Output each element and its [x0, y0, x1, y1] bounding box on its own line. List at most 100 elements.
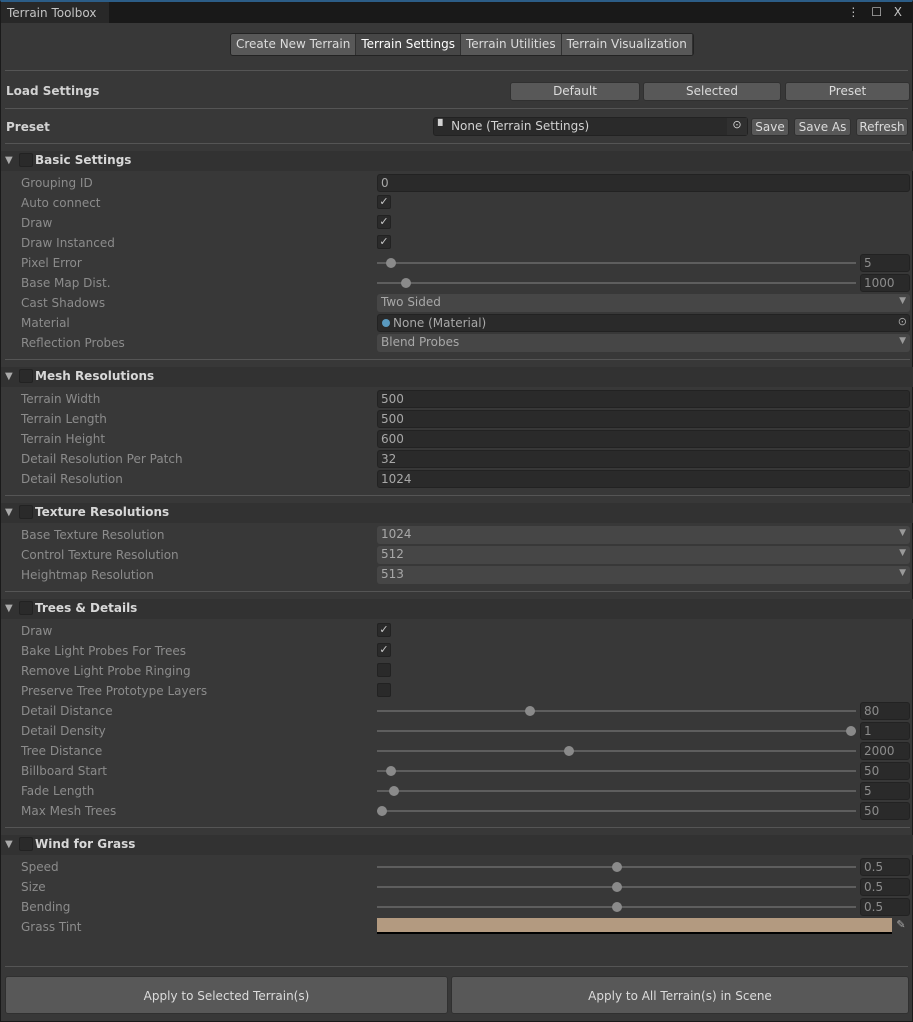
speed-value-input[interactable]: 0.5	[860, 858, 910, 876]
tab-terrain-settings[interactable]: Terrain Settings	[356, 34, 461, 55]
draw-instanced-checkbox[interactable]: ✓	[377, 235, 391, 249]
base-texture-resolution-dropdown[interactable]: 1024 ▼	[377, 526, 910, 544]
section-enable-checkbox[interactable]	[19, 505, 33, 519]
preserve-tree-prototype-layers-checkbox[interactable]	[377, 683, 391, 697]
billboard-start-slider[interactable]	[377, 766, 856, 776]
detail-resolution-input[interactable]: 1024	[377, 470, 910, 488]
section-header[interactable]: ▼ Basic Settings	[1, 151, 913, 171]
detail-distance-value-input[interactable]: 80	[860, 702, 910, 720]
cast-shadows-dropdown[interactable]: Two Sided ▼	[377, 294, 910, 312]
load-preset-button[interactable]: Preset	[785, 82, 910, 101]
speed-slider[interactable]	[377, 862, 856, 872]
bake-light-probes-for-trees-checkbox[interactable]: ✓	[377, 643, 391, 657]
remove-light-probe-ringing-checkbox[interactable]	[377, 663, 391, 677]
row-draw: Draw ✓	[1, 621, 913, 641]
slider-handle[interactable]	[377, 806, 387, 816]
section-header[interactable]: ▼ Texture Resolutions	[1, 503, 913, 523]
slider-handle[interactable]	[386, 258, 397, 268]
foldout-triangle-icon[interactable]: ▼	[5, 507, 13, 518]
heightmap-resolution-dropdown[interactable]: 513 ▼	[377, 566, 910, 584]
window-tab[interactable]: Terrain Toolbox	[1, 2, 109, 23]
slider-handle[interactable]	[400, 278, 411, 288]
apply-selected-button[interactable]: Apply to Selected Terrain(s)	[5, 976, 448, 1014]
base-map-dist-slider[interactable]	[377, 278, 856, 288]
save-as-button[interactable]: Save As	[794, 118, 851, 136]
object-picker-icon[interactable]: ⊙	[897, 315, 907, 328]
field-label: Speed	[21, 860, 59, 874]
control-texture-resolution-dropdown[interactable]: 512 ▼	[377, 546, 910, 564]
window-controls[interactable]: ⋮ ☐ X	[847, 5, 906, 19]
object-picker-icon[interactable]: ⊙	[727, 118, 747, 135]
field-label: Detail Resolution	[21, 472, 123, 486]
slider-handle[interactable]	[846, 726, 856, 736]
terrain-length-input[interactable]: 500	[377, 410, 910, 428]
terrain-width-input[interactable]: 500	[377, 390, 910, 408]
section-mesh-resolutions: ▼ Mesh Resolutions Terrain Width 500 Terrain…	[1, 359, 913, 495]
pixel-error-value-input[interactable]: 5	[860, 254, 910, 272]
load-default-button[interactable]: Default	[510, 82, 640, 101]
tab-terrain-utilities[interactable]: Terrain Utilities	[460, 34, 562, 55]
save-button[interactable]: Save	[751, 118, 789, 136]
section-enable-checkbox[interactable]	[19, 837, 33, 851]
bending-slider[interactable]	[377, 902, 856, 912]
tab-terrain-visualization[interactable]: Terrain Visualization	[561, 34, 693, 55]
foldout-triangle-icon[interactable]: ▼	[5, 155, 13, 166]
fade-length-slider[interactable]	[377, 786, 856, 796]
row-terrain-width: Terrain Width 500	[1, 389, 913, 409]
tab-create-new-terrain[interactable]: Create New Terrain	[231, 34, 357, 55]
control: 512 ▼	[377, 546, 910, 564]
section-enable-checkbox[interactable]	[19, 601, 33, 615]
slider-handle[interactable]	[386, 766, 397, 776]
apply-all-button[interactable]: Apply to All Terrain(s) in Scene	[451, 976, 909, 1014]
refresh-button[interactable]: Refresh	[856, 118, 908, 136]
control: 32	[377, 450, 910, 468]
auto-connect-checkbox[interactable]: ✓	[377, 195, 391, 209]
material-object-field[interactable]: None (Material) ⊙	[377, 314, 910, 332]
section-header[interactable]: ▼ Trees & Details	[1, 599, 913, 619]
field-label: Reflection Probes	[21, 336, 125, 350]
field-label: Billboard Start	[21, 764, 108, 778]
control: Blend Probes ▼	[377, 334, 910, 352]
section-enable-checkbox[interactable]	[19, 153, 33, 167]
foldout-triangle-icon[interactable]: ▼	[5, 371, 13, 382]
foldout-triangle-icon[interactable]: ▼	[5, 603, 13, 614]
bending-value-input[interactable]: 0.5	[860, 898, 910, 916]
max-mesh-trees-value-input[interactable]: 50	[860, 802, 910, 820]
tree-distance-value-input[interactable]: 2000	[860, 742, 910, 760]
slider-handle[interactable]	[563, 746, 574, 756]
billboard-start-value-input[interactable]: 50	[860, 762, 910, 780]
load-selected-button[interactable]: Selected	[643, 82, 781, 101]
preset-label: Preset	[6, 120, 50, 134]
pixel-error-slider[interactable]	[377, 258, 856, 268]
object-value: None (Material)	[393, 316, 487, 330]
slider-handle[interactable]	[611, 862, 622, 872]
terrain-height-input[interactable]: 600	[377, 430, 910, 448]
detail-density-value-input[interactable]: 1	[860, 722, 910, 740]
field-label: Heightmap Resolution	[21, 568, 154, 582]
eyedropper-icon[interactable]: ✎	[896, 918, 906, 931]
tree-distance-slider[interactable]	[377, 746, 856, 756]
foldout-triangle-icon[interactable]: ▼	[5, 839, 13, 850]
size-value-input[interactable]: 0.5	[860, 878, 910, 896]
grouping-id-input[interactable]: 0	[377, 174, 910, 192]
section-header[interactable]: ▼ Wind for Grass	[1, 835, 913, 855]
draw-checkbox[interactable]: ✓	[377, 623, 391, 637]
base-map-dist-value-input[interactable]: 1000	[860, 274, 910, 292]
section-enable-checkbox[interactable]	[19, 369, 33, 383]
max-mesh-trees-slider[interactable]	[377, 806, 856, 816]
slider-handle[interactable]	[611, 882, 622, 892]
detail-resolution-per-patch-input[interactable]: 32	[377, 450, 910, 468]
reflection-probes-dropdown[interactable]: Blend Probes ▼	[377, 334, 910, 352]
slider-handle[interactable]	[611, 902, 622, 912]
section-header[interactable]: ▼ Mesh Resolutions	[1, 367, 913, 387]
size-slider[interactable]	[377, 882, 856, 892]
slider-handle[interactable]	[525, 706, 536, 716]
fade-length-value-input[interactable]: 5	[860, 782, 910, 800]
draw-checkbox[interactable]: ✓	[377, 215, 391, 229]
slider-handle[interactable]	[388, 786, 399, 796]
detail-density-slider[interactable]	[377, 726, 856, 736]
preset-field[interactable]: ▘ None (Terrain Settings) ⊙	[433, 117, 748, 136]
grass-tint-color-field[interactable]	[377, 918, 892, 934]
detail-distance-slider[interactable]	[377, 706, 856, 716]
field-label: Fade Length	[21, 784, 95, 798]
